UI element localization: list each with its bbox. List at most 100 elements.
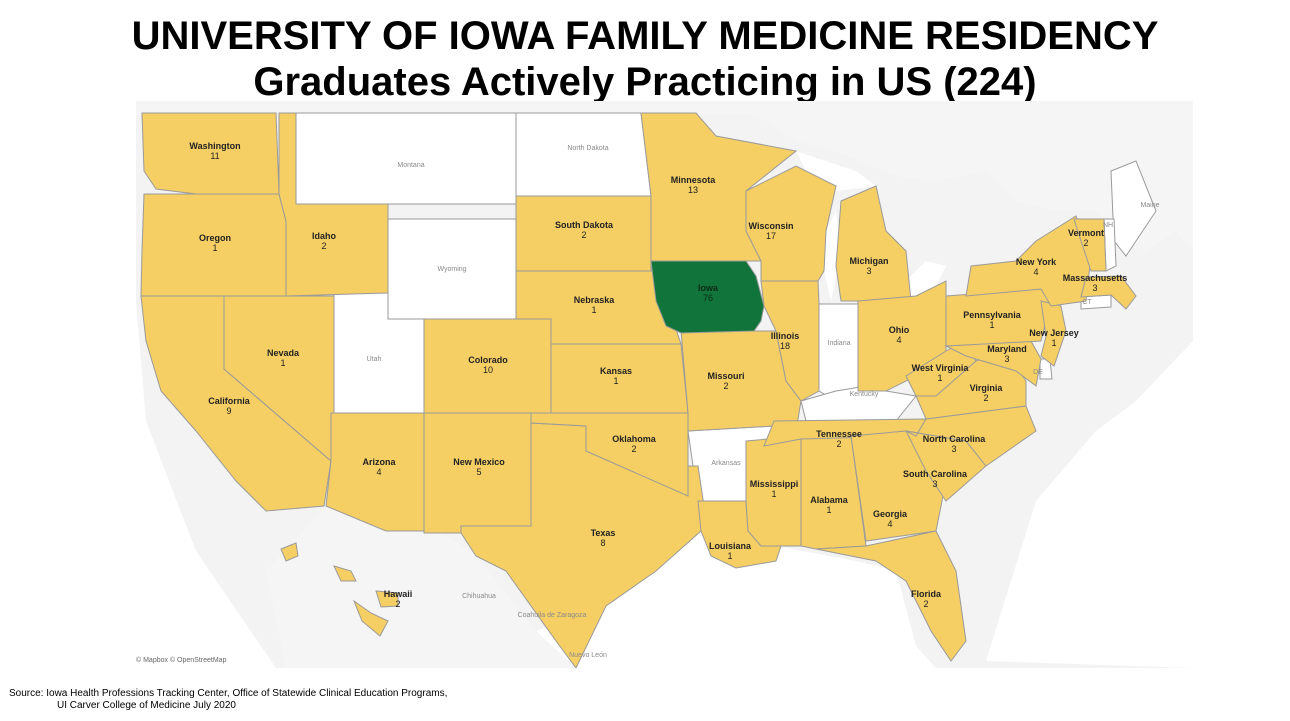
state-count-minnesota: 13 [688,185,698,195]
state-count-iowa: 76 [703,293,713,303]
state-name-florida: Florida [911,589,942,599]
state-iowa[interactable] [650,260,765,334]
state-florida[interactable] [815,530,967,662]
state-name-michigan: Michigan [849,256,888,266]
title-line-1: UNIVERSITY OF IOWA FAMILY MEDICINE RESID… [131,14,1159,58]
state-name-idaho: Idaho [312,231,337,241]
source-line-2: UI Carver College of Medicine July 2020 [57,700,236,711]
state-count-oklahoma: 2 [631,444,636,454]
state-count-pennsylvania: 1 [989,320,994,330]
state-count-nevada: 1 [280,358,285,368]
state-name-georgia: Georgia [873,509,908,519]
label-kentucky: Kentucky [850,391,879,398]
state-count-alabama: 1 [826,505,831,515]
state-name-kansas: Kansas [600,366,632,376]
state-name-wisconsin: Wisconsin [749,221,794,231]
state-labels: Washington11Oregon1Idaho2California9Neva… [189,141,1127,609]
lake-superior [796,151,876,191]
state-illinois[interactable] [760,280,820,402]
state-name-iowa: Iowa [698,283,719,293]
state-montana[interactable] [295,112,517,205]
state-name-pennsylvania: Pennsylvania [963,310,1022,320]
map-credit: © Mapbox © OpenStreetMap [136,656,227,664]
state-count-new-jersey: 1 [1051,338,1056,348]
state-name-arizona: Arizona [362,457,396,467]
state-count-tennessee: 2 [836,439,841,449]
state-name-hawaii: Hawaii [384,589,413,599]
state-kansas[interactable] [550,343,689,414]
state-name-mississippi: Mississippi [750,479,799,489]
state-hawaii-2[interactable] [333,565,357,582]
state-indiana[interactable] [818,303,859,402]
state-count-mississippi: 1 [771,489,776,499]
label-wyoming: Wyoming [437,266,466,273]
label-de: DE [1033,369,1043,376]
label-north-dakota: North Dakota [567,145,608,152]
state-name-virginia: Virginia [970,383,1004,393]
label-coahuila: Coahuila de Zaragoza [518,612,587,619]
state-wisconsin[interactable] [745,165,837,282]
state-name-alabama: Alabama [810,495,849,505]
state-idaho[interactable] [278,112,389,297]
state-name-illinois: Illinois [771,331,800,341]
state-name-washington: Washington [189,141,240,151]
states-none [295,112,1157,502]
state-name-ohio: Ohio [889,325,910,335]
state-name-nebraska: Nebraska [574,295,616,305]
state-name-south-dakota: South Dakota [555,220,614,230]
state-count-florida: 2 [923,599,928,609]
state-count-wisconsin: 17 [766,231,776,241]
state-name-missouri: Missouri [707,371,744,381]
lake-michigan [824,211,841,301]
label-nuevo-leon: Nuevo León [569,652,607,659]
label-arkansas: Arkansas [711,460,741,467]
state-count-oregon: 1 [212,243,217,253]
state-count-hawaii: 2 [395,599,400,609]
label-ct: CT [1082,299,1092,306]
state-name-minnesota: Minnesota [671,175,716,185]
states-practicing [140,112,1137,668]
state-name-new-york: New York [1016,257,1057,267]
state-count-california: 9 [226,406,231,416]
state-count-virginia: 2 [983,393,988,403]
state-west-virginia[interactable] [905,340,977,397]
state-hawaii-big[interactable] [352,599,389,637]
state-hawaii-1[interactable] [280,542,299,562]
state-count-idaho: 2 [321,241,326,251]
state-name-colorado: Colorado [468,355,508,365]
state-hawaii-3[interactable] [375,590,399,608]
state-count-nebraska: 1 [591,305,596,315]
state-count-vermont: 2 [1083,238,1088,248]
canada-land [136,101,1193,251]
state-name-new-mexico: New Mexico [453,457,505,467]
state-count-north-carolina: 3 [951,444,956,454]
state-south-dakota[interactable] [515,195,652,272]
state-count-ohio: 4 [896,335,901,345]
state-massachusetts[interactable] [1080,275,1137,310]
state-michigan[interactable] [835,185,912,302]
state-name-maryland: Maryland [987,344,1027,354]
state-name-nevada: Nevada [267,348,300,358]
state-new-jersey[interactable] [1040,300,1067,367]
label-maine: Maine [1140,202,1159,209]
state-name-tennessee: Tennessee [816,429,862,439]
state-north-carolina[interactable] [905,405,1037,467]
state-count-new-mexico: 5 [476,467,481,477]
state-name-louisiana: Louisiana [709,541,752,551]
state-count-south-dakota: 2 [581,230,586,240]
state-name-massachusetts: Massachusetts [1063,273,1128,283]
state-count-kansas: 1 [613,376,618,386]
state-count-missouri: 2 [723,381,728,391]
state-count-new-york: 4 [1033,267,1038,277]
state-name-vermont: Vermont [1068,228,1104,238]
state-vermont[interactable] [1073,218,1107,272]
gulf-water [536,531,936,668]
us-map[interactable]: Montana North Dakota Wyoming Utah Indian… [136,101,1193,668]
source-note: Source: Iowa Health Professions Tracking… [9,688,447,712]
state-count-arizona: 4 [376,467,381,477]
state-north-dakota[interactable] [515,112,652,197]
label-montana: Montana [397,162,424,169]
atlantic-water [986,341,1193,668]
pacific-water [136,301,276,668]
state-count-west-virginia: 1 [937,373,942,383]
